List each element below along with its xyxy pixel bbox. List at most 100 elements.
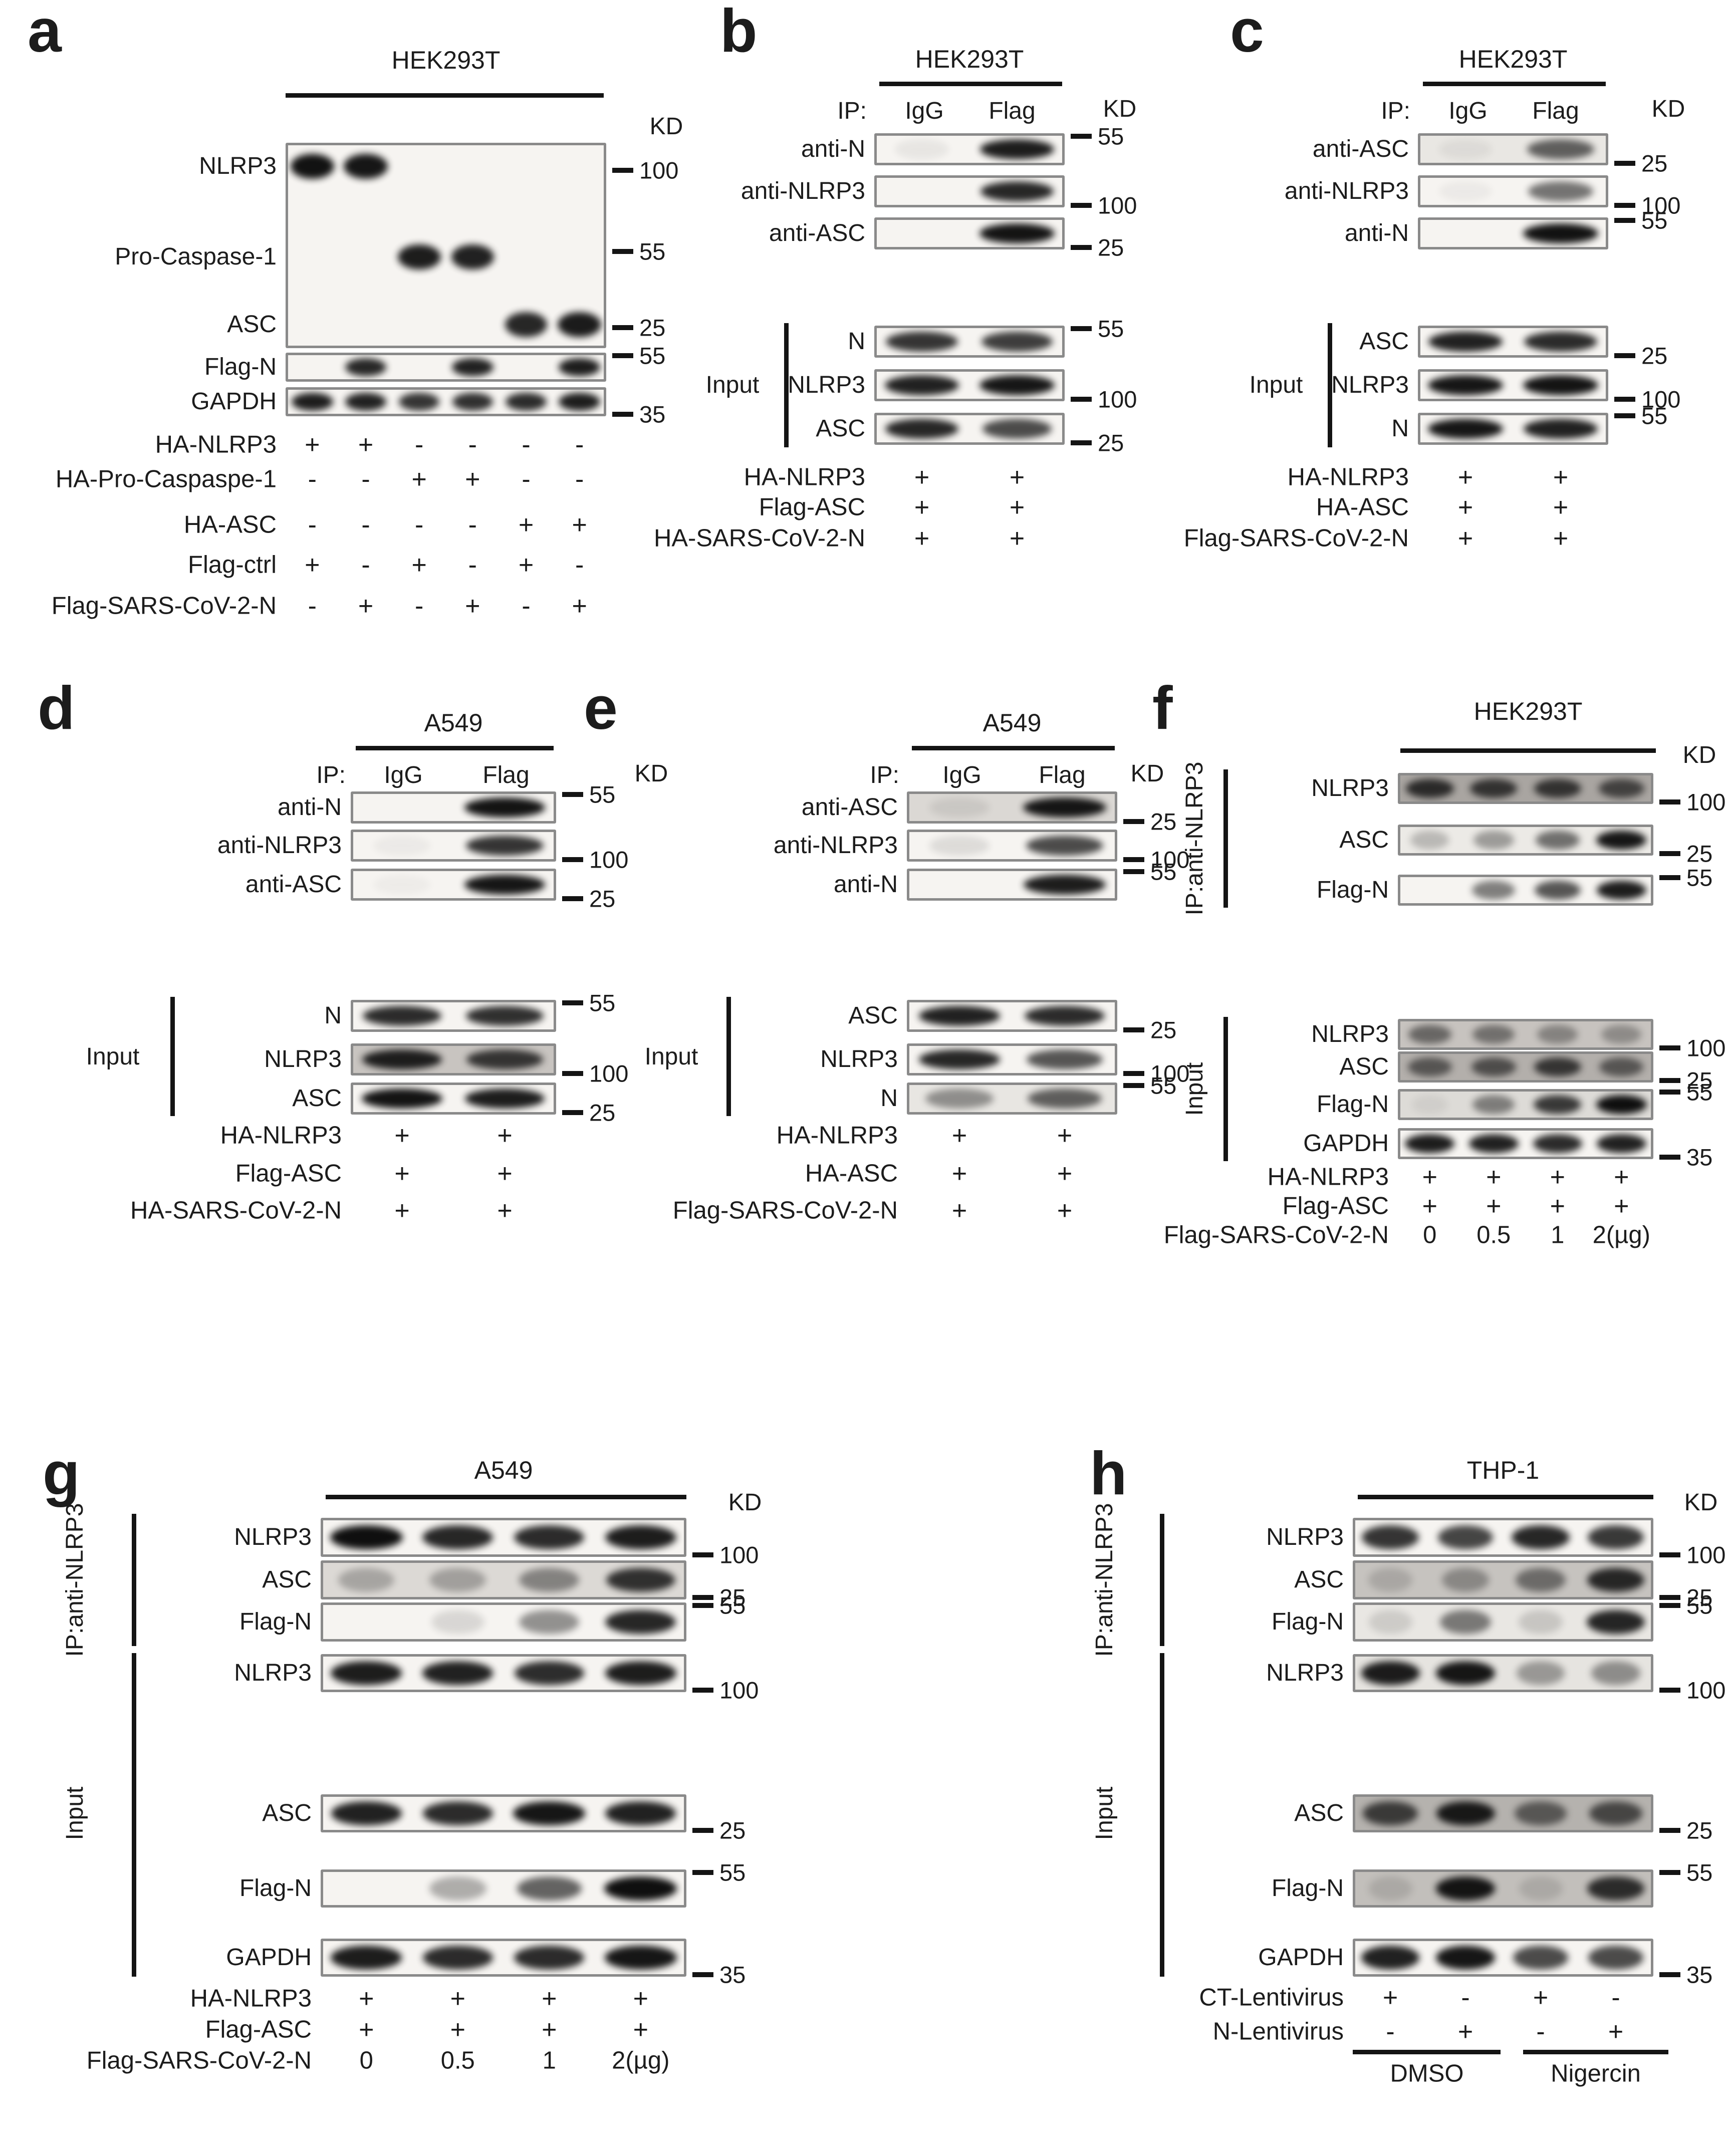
blot-box (907, 1043, 1117, 1075)
protein-band (1596, 830, 1647, 850)
marker-tick (1071, 203, 1092, 208)
protein-band (330, 1525, 403, 1550)
blot-box (1398, 773, 1653, 804)
marker-tick (1071, 326, 1092, 331)
blot-box (1398, 875, 1653, 906)
blot-box (907, 791, 1117, 824)
kd-label: KD (1103, 96, 1137, 122)
protein-band (1524, 419, 1598, 439)
condition-value: - (414, 592, 424, 621)
marker-value: 25 (639, 314, 666, 341)
bracket-label: Input (86, 1043, 140, 1070)
treatment-group-label: Nigercin (1551, 2060, 1641, 2087)
protein-band (373, 875, 430, 895)
protein-band (1517, 1661, 1565, 1685)
marker-value: 55 (589, 781, 616, 808)
condition-value: 0 (1423, 1221, 1437, 1249)
marker-value: 100 (1098, 192, 1137, 219)
condition-row-label: Flag-SARS-CoV-2-N (86, 2047, 312, 2074)
protein-band (1405, 1134, 1455, 1154)
blot-box (907, 1000, 1117, 1032)
marker-value: 55 (1098, 315, 1124, 342)
condition-value: + (305, 551, 320, 580)
condition-value: 1 (1551, 1221, 1565, 1249)
protein-band (895, 139, 949, 159)
blot-box (1418, 175, 1608, 207)
kd-label: KD (1684, 1489, 1718, 1516)
ip-label: IP: (837, 98, 867, 124)
protein-band (1428, 419, 1503, 439)
protein-band (1519, 1876, 1563, 1901)
marker-value: 100 (1686, 788, 1726, 816)
marker-tick (1614, 218, 1635, 223)
blot-row-label: anti-NLRP3 (1284, 178, 1409, 204)
condition-value: - (522, 465, 531, 494)
protein-band (1470, 778, 1518, 798)
marker-tick (562, 896, 583, 901)
blot-box (1353, 1560, 1653, 1599)
blot-row-label: NLRP3 (234, 1660, 312, 1686)
protein-band (1428, 332, 1503, 352)
marker-value: 25 (719, 1817, 746, 1844)
bracket-label: Input (1249, 372, 1303, 398)
condition-row-label: Flag-SARS-CoV-2-N (51, 592, 277, 620)
blot-row-label: N (1391, 415, 1409, 442)
condition-value: - (468, 510, 477, 540)
condition-value: + (914, 524, 930, 553)
marker-value: 55 (1686, 1859, 1713, 1886)
condition-value: + (1009, 463, 1025, 492)
protein-band (605, 1525, 676, 1550)
bracket-label: Input (1091, 1786, 1118, 1840)
condition-value: + (1553, 493, 1569, 522)
condition-value: - (522, 592, 531, 621)
condition-value: - (575, 430, 584, 459)
condition-value: + (497, 1159, 513, 1188)
protein-band (331, 1661, 402, 1685)
blot-row-label: Flag-N (1271, 1875, 1344, 1902)
marker-tick (692, 1603, 713, 1608)
condition-row-label: HA-NLRP3 (776, 1122, 898, 1149)
title-underline (356, 746, 554, 750)
condition-value: 0.5 (1476, 1221, 1511, 1249)
condition-value: + (1553, 524, 1569, 553)
protein-band (1436, 1801, 1495, 1825)
marker-value: 25 (1098, 429, 1124, 456)
protein-band (1523, 375, 1599, 395)
protein-band (1441, 1567, 1490, 1592)
marker-value: 55 (1641, 207, 1668, 234)
blot-box (286, 143, 606, 348)
condition-row-label: HA-NLRP3 (155, 431, 277, 458)
protein-band (1596, 1095, 1647, 1115)
marker-tick (1659, 1155, 1680, 1160)
protein-band (1428, 375, 1503, 395)
blot-row-label: anti-NLRP3 (773, 832, 898, 859)
marker-value: 100 (639, 157, 679, 184)
marker-value: 25 (1641, 342, 1668, 369)
protein-band (559, 393, 601, 411)
marker-value: 55 (1098, 123, 1124, 150)
protein-band (1596, 880, 1646, 900)
condition-row-label: HA-ASC (805, 1160, 898, 1187)
blot-box (351, 791, 556, 824)
protein-band (604, 1876, 677, 1901)
condition-row-label: CT-Lentivirus (1199, 1984, 1344, 2011)
marker-tick (1614, 161, 1635, 166)
blot-row-label: GAPDH (1303, 1130, 1389, 1157)
marker-tick (1659, 1870, 1680, 1875)
protein-band (605, 1661, 676, 1685)
marker-tick (1659, 1045, 1680, 1050)
marker-value: 55 (1150, 1072, 1177, 1099)
bracket-line (1160, 1514, 1164, 1646)
condition-row-label: HA-Pro-Caspaspe-1 (55, 465, 277, 493)
condition-value: + (1550, 1192, 1565, 1221)
blot-row-label: NLRP3 (1311, 1021, 1389, 1047)
condition-row-label: Flag-ASC (235, 1160, 342, 1187)
protein-band (422, 1946, 493, 1970)
blot-box (286, 353, 606, 382)
blot-box (874, 175, 1065, 207)
protein-band (605, 1801, 676, 1825)
marker-value: 55 (1686, 1592, 1713, 1619)
blot-row-label: NLRP3 (199, 153, 277, 180)
protein-band (979, 223, 1055, 243)
panel-letter-b: b (720, 0, 758, 65)
